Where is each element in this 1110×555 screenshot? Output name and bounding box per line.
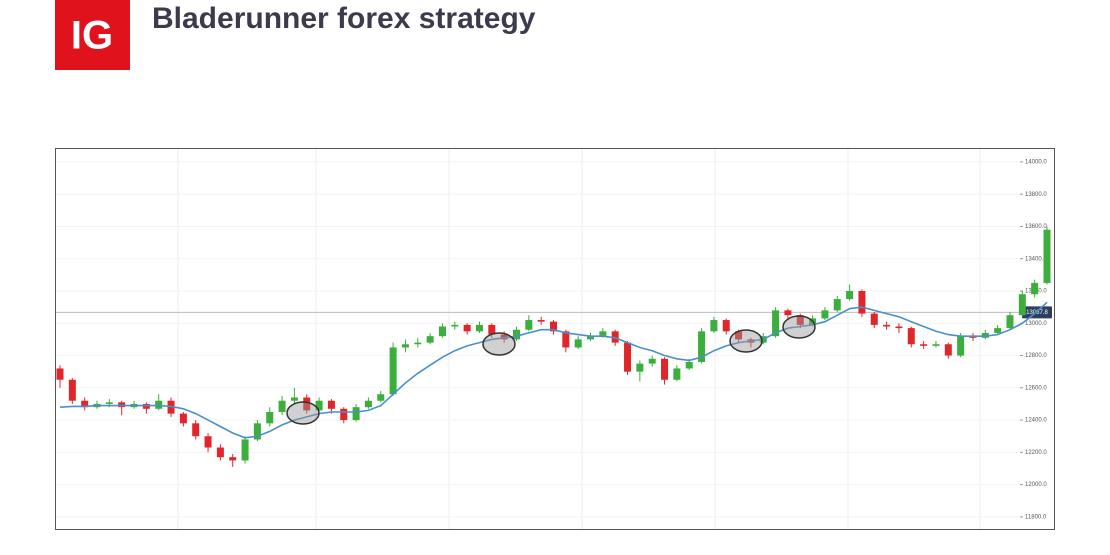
candle-body — [537, 320, 545, 322]
candle-body — [475, 324, 483, 332]
candle-body — [488, 324, 496, 335]
candle-body — [426, 336, 434, 343]
candle-body — [673, 368, 681, 380]
candle-body — [735, 331, 743, 340]
candle-body — [957, 336, 965, 356]
candle-body — [1006, 315, 1014, 329]
candle-body — [451, 324, 459, 327]
candle-body — [204, 436, 212, 448]
candle-body — [118, 402, 126, 408]
candle-body — [340, 408, 348, 421]
candle-body — [636, 363, 644, 372]
candle-body — [68, 379, 76, 401]
chart-title: Bladerunner forex strategy — [152, 2, 536, 35]
candle-body — [81, 400, 89, 408]
candle-body — [624, 342, 632, 372]
candle-body — [278, 400, 286, 413]
candle-body — [846, 290, 854, 300]
y-tick-label: 13400.0 — [1025, 256, 1047, 262]
candle-body — [562, 331, 570, 348]
candle-body — [179, 413, 187, 424]
candle-body — [266, 412, 274, 424]
candle-body — [661, 358, 669, 380]
y-tick-label: 12000.0 — [1025, 482, 1047, 488]
candle-body — [550, 321, 557, 332]
candle-body — [870, 313, 878, 325]
candle-body — [710, 320, 718, 332]
y-tick-label: 13800.0 — [1025, 192, 1047, 198]
candle-body — [685, 361, 693, 369]
candle-body — [821, 310, 829, 319]
candle-body — [364, 400, 372, 408]
candle-body — [1031, 282, 1039, 295]
candle-body — [290, 397, 298, 401]
candle-body — [722, 320, 730, 332]
candle-body — [784, 310, 792, 316]
candle-body — [772, 310, 780, 337]
y-tick-label: 13600.0 — [1025, 224, 1047, 230]
candle-body — [229, 457, 237, 461]
last-price-label: 13067.8 — [1026, 310, 1048, 316]
annotations — [286, 315, 816, 425]
candle-body — [377, 394, 385, 401]
candle-body — [574, 339, 582, 348]
candle-body — [611, 331, 619, 343]
y-tick-label: 13000.0 — [1025, 321, 1047, 327]
candle-body — [105, 402, 113, 404]
candle-body — [253, 423, 261, 440]
candle-body — [907, 328, 915, 345]
candle-body — [944, 344, 952, 356]
y-tick-label: 12600.0 — [1025, 385, 1047, 391]
logo-box — [55, 0, 130, 70]
candle-body — [883, 324, 891, 327]
candle-body — [796, 315, 804, 325]
candle-body — [648, 358, 656, 364]
candle-body — [994, 328, 1002, 333]
candle-body — [981, 332, 989, 338]
date-grid — [177, 149, 981, 529]
candle-body — [401, 344, 409, 348]
logo: IG — [71, 14, 113, 58]
candle-body — [920, 344, 928, 346]
candle-body — [500, 334, 508, 340]
y-tick-label: 11800.0 — [1025, 514, 1047, 520]
candle-body — [1018, 294, 1026, 316]
candle-body — [438, 326, 446, 337]
candle-body — [587, 336, 595, 340]
candle-body — [512, 329, 520, 340]
candle-body — [315, 400, 323, 411]
candle-body — [192, 423, 200, 437]
candle-body — [352, 407, 360, 421]
candle-body — [833, 299, 841, 311]
y-tick-label: 14000.0 — [1025, 159, 1047, 165]
candle-body — [932, 344, 940, 346]
candle-body — [56, 368, 64, 380]
plot: 11800.0 12000.0 12200.0 12400.0 12600.0 12800… — [56, 159, 1052, 520]
candle-body — [525, 320, 533, 330]
candle-body — [327, 400, 335, 409]
candle-body — [858, 290, 866, 314]
candle-body — [414, 342, 422, 345]
candle-body — [216, 447, 224, 458]
y-tick-label: 12400.0 — [1025, 418, 1047, 424]
candle-body — [303, 397, 311, 411]
moving-average — [59, 301, 1048, 439]
candle-body — [1043, 229, 1051, 283]
candle-body — [389, 347, 397, 395]
candle-body — [599, 331, 607, 337]
y-tick-label: 12200.0 — [1025, 450, 1047, 456]
candle-body — [463, 324, 471, 332]
candle-body — [895, 326, 903, 329]
candle-body — [155, 400, 163, 409]
y-tick-label: 12800.0 — [1025, 353, 1047, 359]
candle-body — [241, 439, 249, 461]
candle-body — [698, 331, 706, 362]
chart-frame — [55, 148, 1055, 530]
